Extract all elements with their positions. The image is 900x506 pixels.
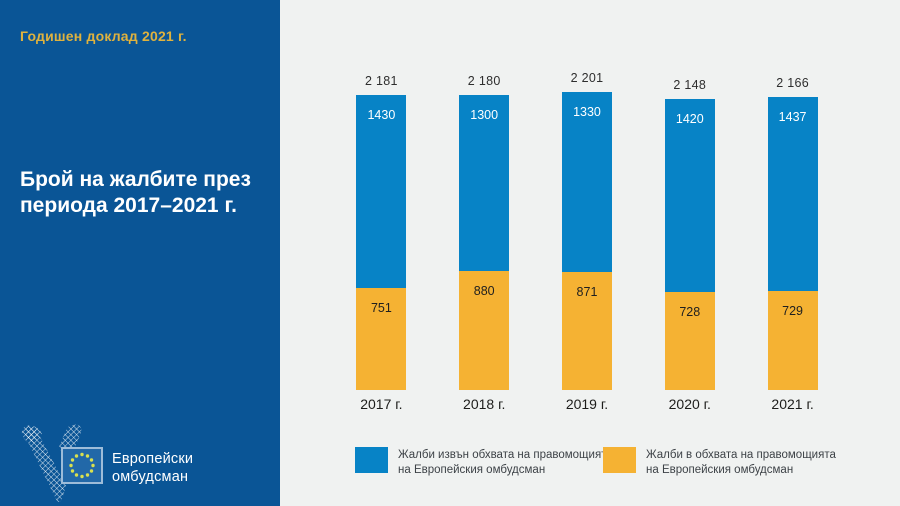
bar-segment-out-of-mandate: 1430: [356, 94, 407, 289]
bar-value-label: 871: [576, 285, 598, 300]
figure-heading-line1: Брой на жалбите през: [20, 168, 251, 191]
legend-swatch-orange: [603, 447, 636, 473]
bar-total-label: 2 148: [673, 78, 707, 93]
figure-heading: Брой на жалбите през периода 2017–2021 г…: [20, 167, 268, 219]
chart-column-2018: 2 180 1300 880: [433, 66, 536, 390]
bar-stack: 1420 728: [664, 99, 715, 390]
legend-swatch-blue: [355, 447, 388, 473]
legend-item-in-mandate: Жалби в обхвата на правомощията на Европ…: [603, 447, 836, 478]
bar-segment-out-of-mandate: 1420: [664, 99, 715, 292]
bar-value-label: 728: [679, 304, 701, 319]
bar-total-label: 2 201: [570, 71, 604, 86]
figure-heading-line2: периода 2017–2021 г.: [20, 194, 237, 217]
x-axis-label: 2018 г.: [463, 396, 506, 412]
legend-label-out-of-mandate: Жалби извън обхвата на правомощията на Е…: [398, 449, 613, 476]
chart-column-2017: 2 181 1430 751: [330, 66, 433, 390]
x-axis: 2017 г. 2018 г. 2019 г. 2020 г. 2021 г.: [330, 396, 844, 412]
eu-flag-icon: [61, 447, 103, 484]
bar-segment-in-mandate: 751: [356, 288, 407, 390]
report-title: Годишен доклад 2021 г.: [20, 28, 187, 44]
logo-org-name: Европейски омбудсман: [112, 450, 193, 486]
x-axis-label: 2017 г.: [360, 396, 403, 412]
bar-segment-out-of-mandate: 1330: [561, 92, 612, 273]
bar-segment-in-mandate: 729: [767, 291, 818, 390]
sidebar: Годишен доклад 2021 г. Брой на жалбите п…: [0, 0, 280, 506]
bar-total-label: 2 166: [776, 76, 809, 91]
chart-column-2021: 2 166 1437 729: [741, 66, 844, 390]
ombudsman-logo: Европейски омбудсман: [20, 421, 270, 506]
x-axis-label: 2021 г.: [771, 396, 814, 412]
legend-label-in-mandate: Жалби в обхвата на правомощията на Европ…: [646, 449, 836, 476]
logo-org-line1: Европейски: [112, 451, 194, 467]
legend-item-out-of-mandate: Жалби извън обхвата на правомощията на Е…: [355, 447, 613, 478]
chart-column-2020: 2 148 1420 728: [638, 66, 741, 390]
bar-stack: 1430 751: [356, 94, 407, 390]
bar-value-label: 1300: [470, 108, 499, 123]
bar-value-label: 1330: [573, 105, 601, 120]
bar-segment-in-mandate: 871: [561, 272, 612, 390]
bar-value-label: 1430: [367, 107, 396, 122]
bar-value-label: 1420: [675, 112, 704, 127]
bar-value-label: 880: [473, 283, 495, 298]
chart-column-2019: 2 201 1330 871: [536, 66, 639, 390]
bar-stack: 1437 729: [767, 97, 818, 390]
stacked-bar-chart: 2 181 1430 751 2 180 1300 880 2 201 1330 871 2 14…: [330, 66, 844, 390]
bar-stack: 1330 871: [561, 92, 612, 390]
bar-total-label: 2 181: [365, 73, 398, 88]
bar-segment-out-of-mandate: 1300: [459, 95, 510, 271]
x-axis-label: 2020 г.: [668, 396, 711, 412]
x-axis-label: 2019 г.: [565, 396, 609, 412]
bar-total-label: 2 180: [467, 74, 501, 89]
bar-value-label: 729: [782, 304, 803, 319]
bar-stack: 1300 880: [459, 95, 510, 390]
logo-org-line2: омбудсман: [112, 469, 189, 485]
bar-value-label: 1437: [778, 110, 807, 125]
bar-value-label: 751: [370, 301, 392, 316]
bar-segment-in-mandate: 728: [664, 291, 715, 390]
bar-segment-out-of-mandate: 1437: [767, 97, 818, 292]
bar-segment-in-mandate: 880: [459, 270, 510, 390]
